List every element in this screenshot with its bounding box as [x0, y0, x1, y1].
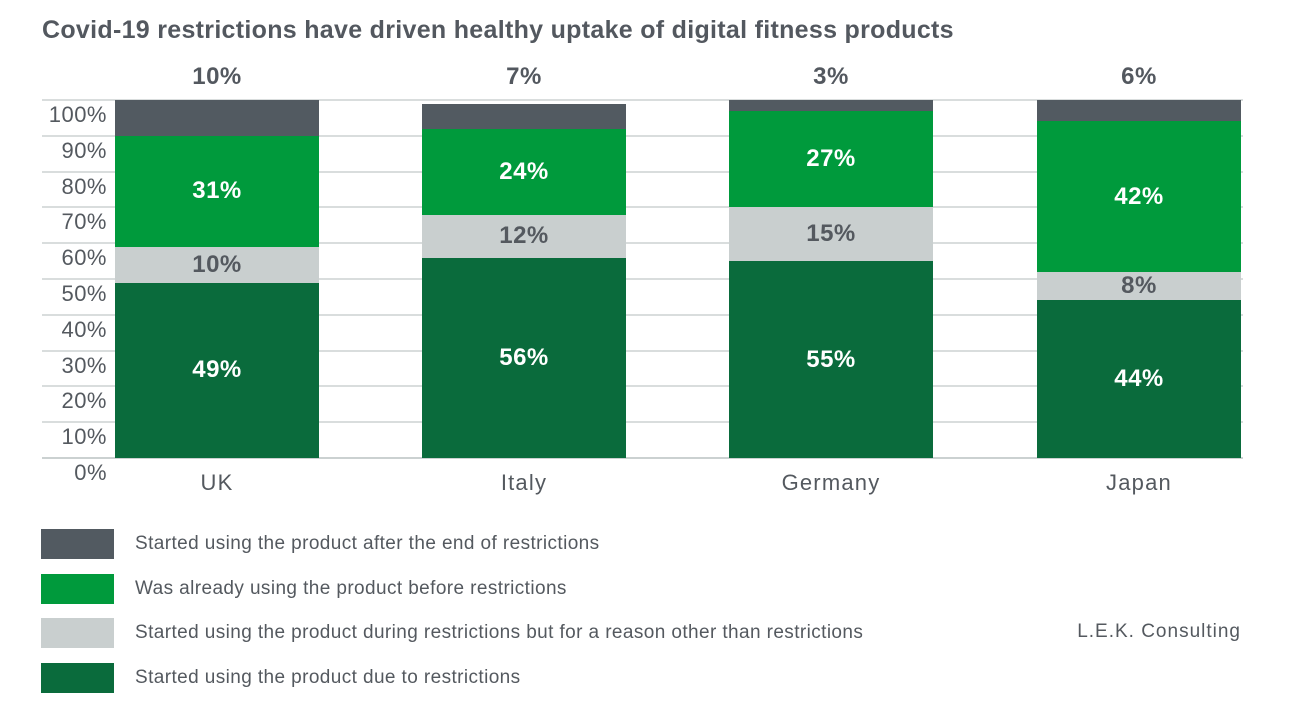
bar-segment-uk: 31% — [115, 135, 319, 247]
gridline — [42, 349, 1243, 352]
y-axis-tick-label: 30% — [61, 352, 107, 378]
legend-item: Started using the product during restric… — [41, 618, 863, 648]
y-axis-tick-label: 20% — [61, 388, 107, 414]
category-label-japan: Japan — [1106, 470, 1172, 495]
legend-swatch — [41, 663, 114, 693]
bar-segment-germany: 27% — [729, 110, 933, 208]
top-value-label: 6% — [1121, 63, 1157, 90]
y-axis-tick-label: 40% — [61, 316, 107, 342]
bar-segment-uk: 49% — [115, 282, 319, 458]
bar-segment-japan: 42% — [1037, 121, 1241, 272]
category-label-uk: UK — [200, 470, 234, 495]
y-axis-tick-label: 90% — [61, 137, 107, 163]
bar-segment-uk — [115, 100, 319, 136]
segment-value-label: 24% — [499, 157, 549, 185]
bar-segment-italy: 56% — [422, 257, 626, 458]
segment-value-label: 12% — [499, 222, 549, 250]
legend-swatch — [41, 529, 114, 559]
legend-item: Was already using the product before res… — [41, 574, 567, 604]
bar-segment-germany: 15% — [729, 207, 933, 262]
segment-value-label: 42% — [1114, 182, 1164, 210]
segment-value-label: 55% — [806, 345, 856, 373]
bar-segment-italy — [422, 103, 626, 129]
bar-segment-germany — [729, 100, 933, 111]
source-credit: L.E.K. Consulting — [1077, 621, 1241, 642]
gridline — [42, 242, 1243, 245]
legend-swatch — [41, 618, 114, 648]
gridline — [42, 385, 1243, 388]
gridline — [42, 170, 1243, 173]
y-axis-tick-label: 0% — [74, 460, 107, 485]
segment-value-label: 56% — [499, 343, 549, 371]
bar-segment-uk: 10% — [115, 246, 319, 283]
gridline — [42, 313, 1243, 316]
bar-segment-germany: 55% — [729, 261, 933, 458]
y-axis-tick-label: 100% — [48, 102, 107, 127]
segment-value-label: 8% — [1121, 272, 1157, 300]
legend-label: Was already using the product before res… — [135, 578, 567, 599]
segment-value-label: 27% — [806, 145, 856, 173]
y-axis-tick-label: 80% — [61, 173, 107, 199]
chart-title: Covid-19 restrictions have driven health… — [42, 16, 954, 44]
bar-segment-japan: 8% — [1037, 271, 1241, 301]
legend-label: Started using the product after the end … — [135, 533, 600, 554]
y-axis-tick-label: 50% — [61, 281, 107, 306]
gridline — [42, 134, 1243, 137]
legend-item: Started using the product due to restric… — [41, 663, 521, 693]
segment-value-label: 44% — [1114, 365, 1164, 393]
legend-label: Started using the product due to restric… — [135, 667, 521, 688]
bar-segment-italy: 24% — [422, 128, 626, 215]
top-value-label: 10% — [192, 63, 242, 90]
legend-label: Started using the product during restric… — [135, 622, 864, 643]
category-label-germany: Germany — [781, 470, 881, 495]
y-axis-tick-label: 10% — [61, 424, 107, 450]
top-value-label: 7% — [506, 63, 542, 90]
gridline — [42, 206, 1243, 209]
bar-segment-italy: 12% — [422, 214, 626, 258]
gridline — [42, 278, 1243, 280]
bar-segment-japan: 44% — [1037, 300, 1241, 458]
category-label-italy: Italy — [500, 470, 548, 495]
segment-value-label: 49% — [192, 356, 242, 384]
legend-item: Started using the product after the end … — [41, 529, 600, 559]
gridline — [42, 457, 1243, 459]
y-axis-tick-label: 70% — [61, 209, 107, 235]
gridline — [42, 421, 1243, 424]
segment-value-label: 15% — [806, 220, 856, 248]
legend-swatch — [41, 574, 114, 604]
y-axis-tick-label: 60% — [61, 245, 107, 271]
bar-segment-japan — [1037, 100, 1241, 122]
segment-value-label: 31% — [192, 177, 242, 205]
segment-value-label: 10% — [192, 250, 242, 278]
gridline — [42, 99, 1243, 101]
top-value-label: 3% — [813, 63, 849, 90]
